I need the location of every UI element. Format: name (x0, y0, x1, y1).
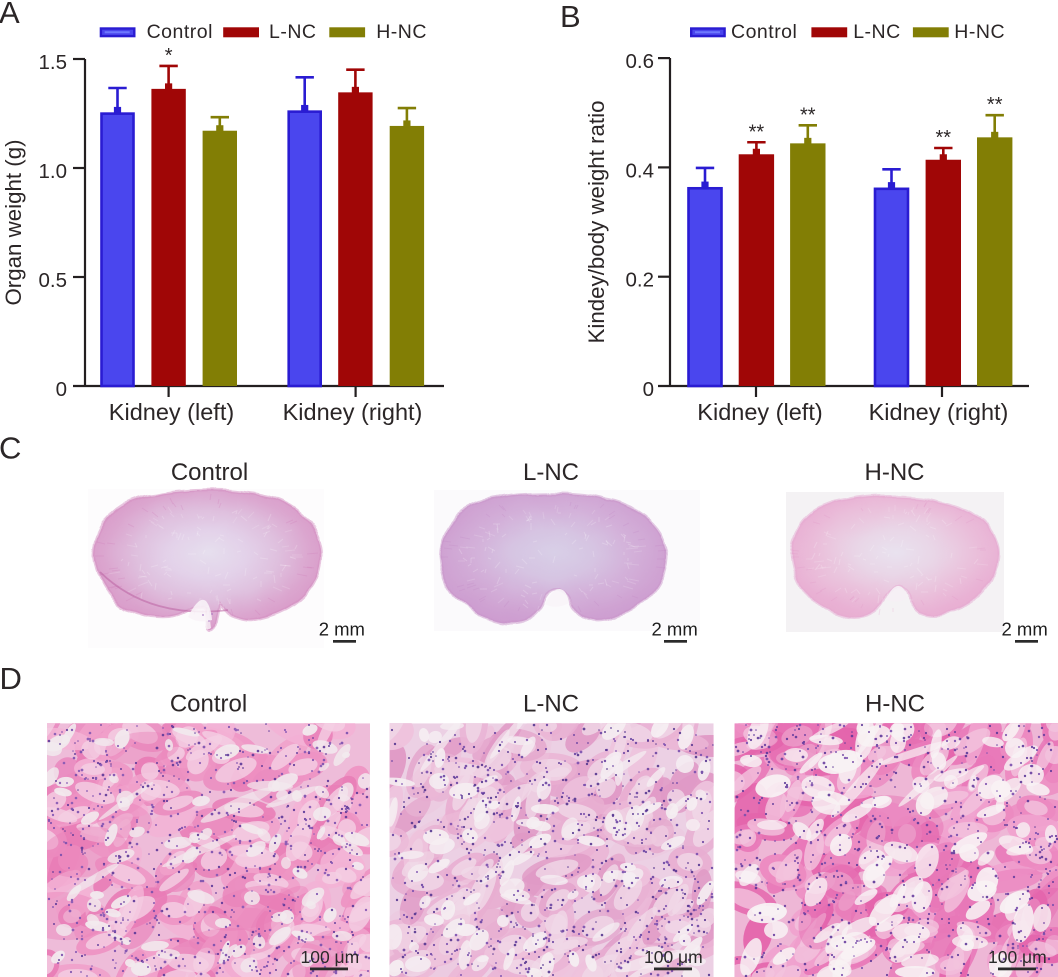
svg-text:Kindey/body weight ratio: Kindey/body weight ratio (584, 101, 609, 344)
svg-text:Kidney (left): Kidney (left) (109, 399, 234, 425)
svg-text:**: ** (749, 121, 765, 143)
svg-text:**: ** (800, 104, 816, 126)
svg-text:0: 0 (643, 378, 654, 401)
svg-text:2 mm: 2 mm (1002, 619, 1048, 640)
svg-text:2 mm: 2 mm (319, 619, 365, 640)
svg-text:0.6: 0.6 (626, 50, 655, 73)
svg-text:1.0: 1.0 (39, 160, 68, 183)
svg-text:H-NC: H-NC (865, 459, 925, 486)
svg-text:Control: Control (171, 459, 248, 486)
svg-text:Kidney (right): Kidney (right) (283, 399, 423, 425)
svg-text:100 μm: 100 μm (988, 947, 1047, 967)
svg-text:H-NC: H-NC (376, 21, 427, 43)
svg-text:A: A (0, 0, 20, 30)
svg-text:**: ** (936, 127, 952, 149)
svg-text:H-NC: H-NC (954, 21, 1005, 43)
svg-text:Control: Control (147, 21, 213, 43)
svg-text:0.5: 0.5 (39, 269, 68, 292)
svg-text:L-NC: L-NC (523, 691, 579, 718)
svg-text:0: 0 (56, 378, 67, 401)
svg-text:H-NC: H-NC (865, 691, 925, 718)
svg-text:Control: Control (170, 691, 247, 718)
svg-text:0.4: 0.4 (626, 159, 655, 182)
svg-text:L-NC: L-NC (853, 21, 901, 43)
svg-text:C: C (0, 431, 21, 466)
svg-text:D: D (0, 661, 22, 696)
svg-text:Kidney (left): Kidney (left) (697, 399, 822, 425)
svg-text:**: ** (987, 94, 1003, 116)
svg-text:0.2: 0.2 (626, 269, 655, 292)
svg-text:B: B (560, 0, 581, 34)
svg-text:Control: Control (731, 21, 797, 43)
svg-text:Organ weight (g): Organ weight (g) (1, 139, 26, 305)
svg-text:*: * (165, 45, 173, 67)
svg-text:1.5: 1.5 (39, 51, 68, 74)
svg-text:100 μm: 100 μm (644, 947, 703, 967)
svg-text:L-NC: L-NC (523, 459, 579, 486)
svg-text:100 μm: 100 μm (301, 947, 360, 967)
svg-text:Kidney (right): Kidney (right) (869, 399, 1009, 425)
svg-text:2 mm: 2 mm (652, 619, 698, 640)
svg-text:L-NC: L-NC (269, 21, 317, 43)
